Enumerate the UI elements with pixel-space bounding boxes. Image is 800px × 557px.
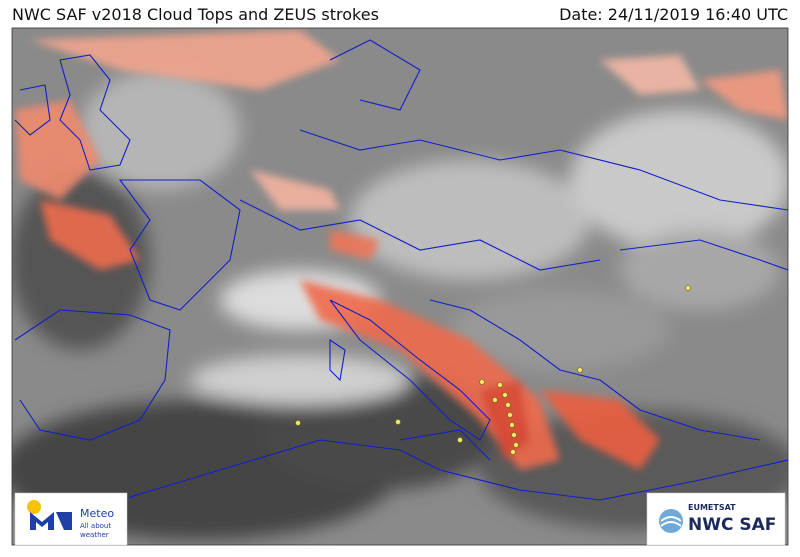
- eumetsat-label: EUMETSAT: [688, 503, 736, 512]
- meteo-tagline: All about: [80, 522, 111, 530]
- meteo-logo: Meteo All about weather: [14, 492, 128, 546]
- map-title: NWC SAF v2018 Cloud Tops and ZEUS stroke…: [12, 5, 379, 24]
- lightning-strokes: [295, 285, 691, 455]
- satellite-image: [12, 28, 788, 545]
- map-frame: [11, 27, 789, 546]
- meteo-name: Meteo: [80, 507, 114, 520]
- map-date: Date: 24/11/2019 16:40 UTC: [559, 5, 788, 24]
- coastlines: [14, 39, 788, 501]
- nwcsaf-name: NWC SAF: [688, 515, 776, 535]
- meteo-tagline: weather: [80, 531, 109, 539]
- nwcsaf-logo: EUMETSAT NWC SAF: [646, 492, 786, 546]
